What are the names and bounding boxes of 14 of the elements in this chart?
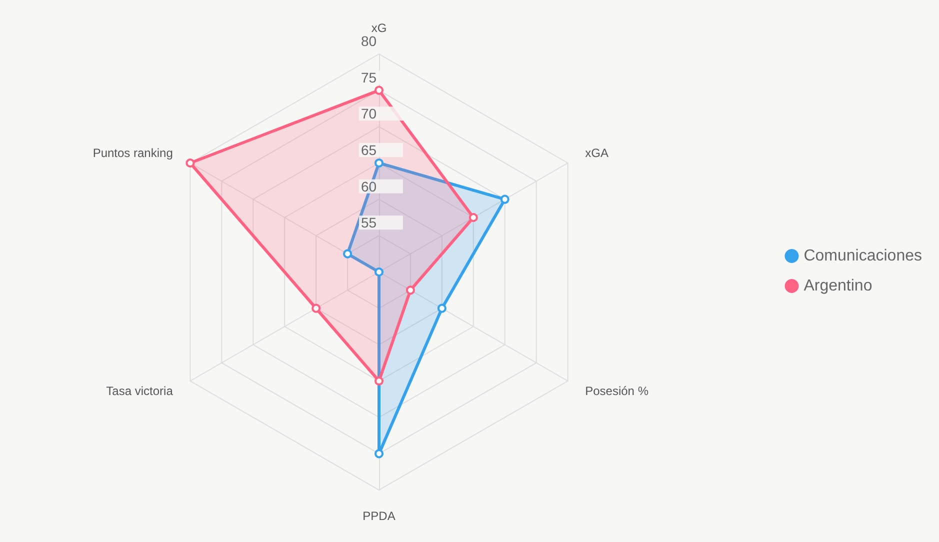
y-tick-label: 80 — [361, 33, 377, 49]
y-tick-label: 75 — [361, 69, 377, 86]
legend-label: Argentino — [804, 278, 872, 294]
spoke-label: Puntos ranking — [92, 146, 173, 160]
y-tick-label: 70 — [361, 106, 377, 122]
spoke-label: xG — [371, 21, 387, 35]
legend-label: Comunicaciones — [804, 248, 922, 264]
spoke-label: xGA — [585, 146, 608, 160]
y-tick-label: 65 — [361, 142, 377, 158]
y-tick-label: 60 — [361, 178, 377, 194]
spoke-label: Tasa victoria — [106, 384, 174, 398]
y-tick-label: 55 — [361, 214, 377, 231]
spoke-label: Posesión % — [585, 384, 649, 398]
spoke-label: PPDA — [362, 509, 396, 523]
